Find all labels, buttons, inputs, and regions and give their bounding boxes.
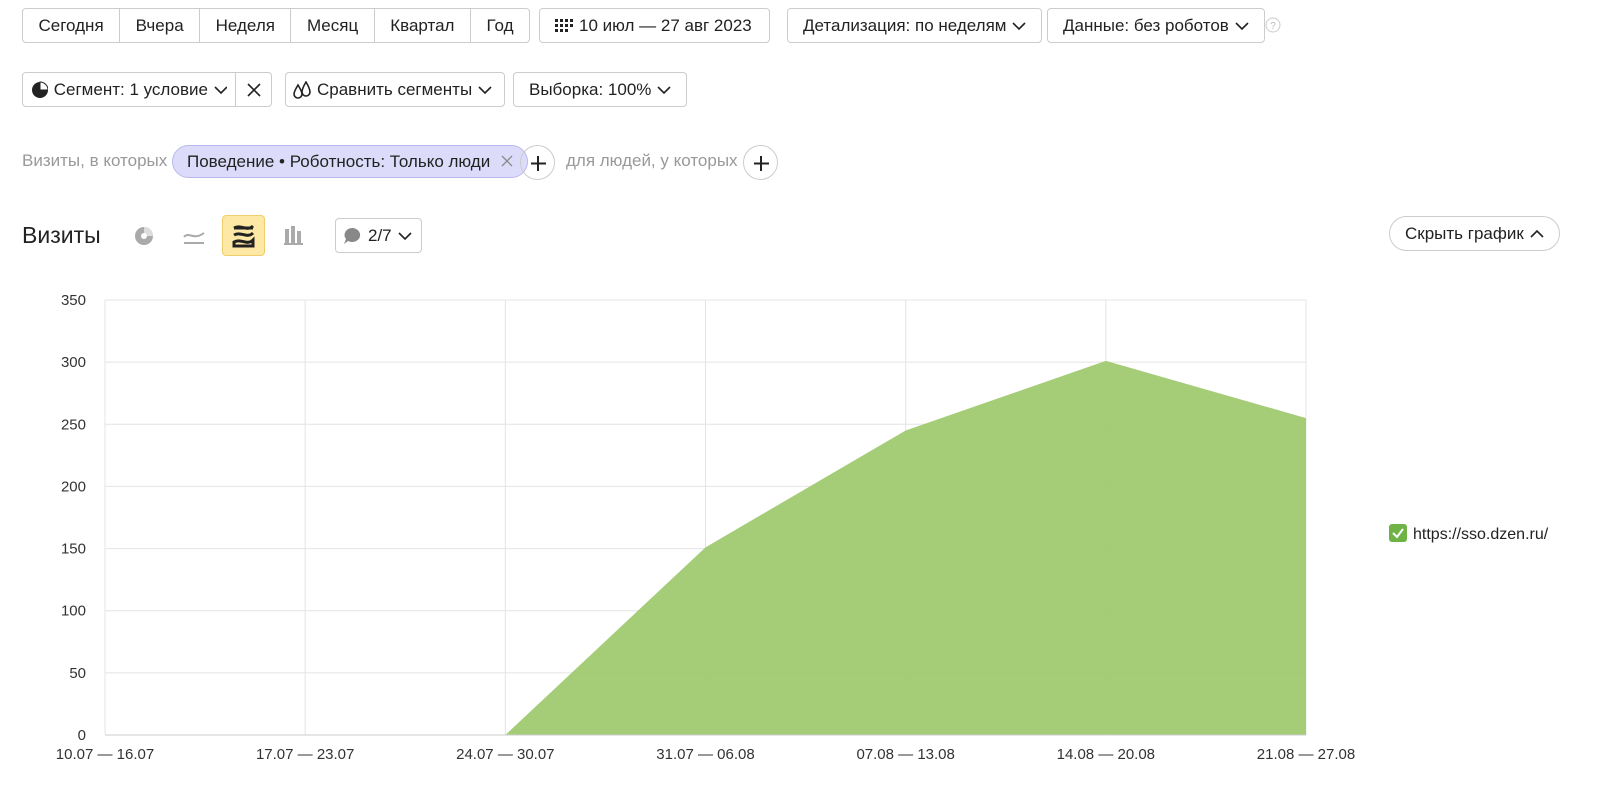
bar-chart-button[interactable] xyxy=(284,225,304,245)
period-button[interactable]: Неделя xyxy=(199,9,290,42)
date-range-button[interactable]: 10 июл — 27 авг 2023 xyxy=(539,8,770,43)
chevron xyxy=(478,85,492,94)
segment-label: Сегмент: 1 условие xyxy=(53,80,208,99)
line-chart-button[interactable] xyxy=(182,225,206,247)
x-tick-label: 24.07 — 30.07 xyxy=(456,746,554,763)
chevron xyxy=(1530,229,1544,238)
chevron xyxy=(1012,21,1027,30)
period-button[interactable]: Год xyxy=(469,9,529,42)
hide-chart-button[interactable]: Скрыть график xyxy=(1389,216,1560,251)
period-button[interactable]: Месяц xyxy=(290,9,373,42)
sample-label: Выборка: 100% xyxy=(529,80,652,99)
y-tick-label: 250 xyxy=(61,416,86,433)
y-tick-label: 50 xyxy=(69,665,86,682)
detail-dropdown[interactable]: Детализация: по неделям xyxy=(787,8,1043,43)
period-switch: Сегодня Вчера Неделя Месяц Квартал Год xyxy=(22,8,531,43)
add-filter-button[interactable] xyxy=(520,145,555,180)
comments-dropdown[interactable]: 2/7 xyxy=(335,218,422,253)
segment-dropdown[interactable]: Сегмент: 1 условие xyxy=(22,72,236,107)
compare-label: Сравнить сегменты xyxy=(317,80,473,99)
period-button[interactable]: Квартал xyxy=(373,9,470,42)
date-range: 10 июл — 27 авг 2023 xyxy=(579,16,752,35)
calendar-icon xyxy=(555,18,573,32)
help-icon[interactable]: ? xyxy=(1265,17,1281,33)
area xyxy=(105,360,1306,735)
chevron xyxy=(398,231,412,240)
x-tick-label: 21.08 — 27.08 xyxy=(1257,746,1355,763)
comments-count: 2/7 xyxy=(368,226,392,245)
sample-dropdown[interactable]: Выборка: 100% xyxy=(513,72,688,107)
detail-label: Детализация: по неделям xyxy=(803,16,1007,35)
add-people-filter-button[interactable] xyxy=(743,145,778,180)
filter-prefix: Визиты, в которых xyxy=(22,151,168,170)
compare-dropdown[interactable]: Сравнить сегменты xyxy=(285,72,506,107)
filter-chip[interactable]: Поведение • Роботность: Только люди xyxy=(172,145,528,178)
y-tick-label: 200 xyxy=(61,478,86,495)
data-label: Данные: без роботов xyxy=(1063,16,1229,35)
pie-chart-button[interactable] xyxy=(133,225,155,247)
y-tick-label: 0 xyxy=(78,727,86,744)
data-dropdown[interactable]: Данные: без роботов xyxy=(1047,8,1265,43)
hide-chart-label: Скрыть график xyxy=(1405,224,1524,243)
segment-clear[interactable] xyxy=(235,72,272,107)
y-tick-label: 350 xyxy=(61,292,86,309)
x-tick-label: 31.07 — 06.08 xyxy=(656,746,754,763)
svg-text:?: ? xyxy=(1270,21,1276,32)
people-prefix: для людей, у которых xyxy=(566,151,738,170)
chevron xyxy=(214,85,227,94)
x-tick-label: 10.07 — 16.07 xyxy=(56,746,154,763)
x-tick-label: 17.07 — 23.07 xyxy=(256,746,354,763)
close-icon[interactable] xyxy=(501,155,513,167)
legend-checkbox xyxy=(1389,524,1407,542)
legend-check xyxy=(1392,528,1404,539)
chevron xyxy=(1235,21,1249,30)
pie-icon xyxy=(32,80,48,98)
close-icon xyxy=(246,82,261,97)
period-button[interactable]: Вчера xyxy=(119,9,199,42)
y-tick-label: 100 xyxy=(61,603,86,620)
period-button[interactable]: Сегодня xyxy=(38,16,104,35)
x-tick-label: 07.08 — 13.08 xyxy=(856,746,954,763)
y-tick-label: 300 xyxy=(61,354,86,371)
drops-icon xyxy=(293,80,311,99)
comment-icon xyxy=(344,227,361,244)
filter-chip-label: Поведение • Роботность: Только люди xyxy=(187,152,491,171)
area-icon xyxy=(232,224,255,248)
chevron xyxy=(657,85,671,94)
legend-label: https://sso.dzen.ru/ xyxy=(1413,526,1549,543)
x-tick-label: 14.08 — 20.08 xyxy=(1057,746,1155,763)
area-chart-button[interactable] xyxy=(222,215,265,256)
chart-title: Визиты xyxy=(22,222,101,248)
y-tick-label: 150 xyxy=(61,541,86,558)
